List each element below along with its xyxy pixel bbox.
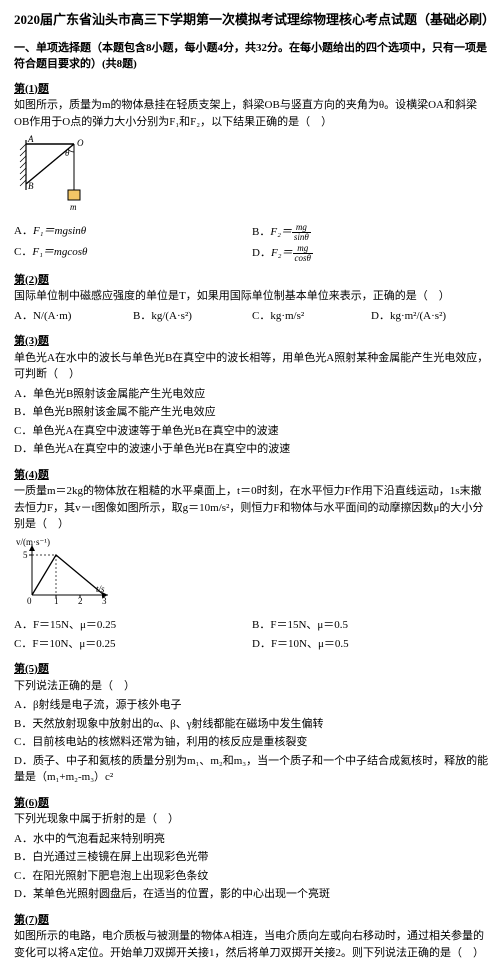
q1-stem: 如图所示，质量为m的物体悬挂在轻质支架上，斜梁OB与竖直方向的夹角为θ。设横梁O… — [14, 97, 490, 130]
svg-text:5: 5 — [23, 550, 28, 560]
q4-figure: 0 1 2 3 5 v/(m·s⁻¹) t/s — [14, 537, 490, 613]
svg-text:3: 3 — [102, 596, 107, 606]
q1-opt-c: C．F₁＝mgcosθ — [14, 243, 252, 264]
q1-d-lhs: F₂＝ — [271, 247, 293, 259]
q4-opt-b: B．F＝15N、μ＝0.5 — [252, 616, 490, 635]
svg-text:2: 2 — [78, 596, 83, 606]
q6-opt-d: D．某单色光照射圆盘后，在适当的位置，影的中心出现一个亮斑 — [14, 885, 490, 904]
q1-a-text: F₁＝mgsinθ — [33, 225, 86, 237]
q6-stem: 下列光现象中属于折射的是（ ） — [14, 811, 490, 828]
q3-opt-c: C．单色光A在真空中波速等于单色光B在真空中的波速 — [14, 422, 490, 441]
q4-opt-d: D．F＝10N、μ＝0.5 — [252, 635, 490, 654]
q5-opt-b: B．天然放射现象中放射出的α、β、γ射线都能在磁场中发生偏转 — [14, 715, 490, 734]
q2-opt-c: C．kg·m/s² — [252, 307, 371, 326]
q2-number: 第(2)题 — [14, 272, 490, 289]
q6-opt-b: B．白光通过三棱镜在屏上出现彩色光带 — [14, 848, 490, 867]
q3-number: 第(3)题 — [14, 333, 490, 350]
q6-opt-c: C．在阳光照射下肥皂泡上出现彩色条纹 — [14, 867, 490, 886]
svg-text:t/s: t/s — [96, 584, 105, 594]
q5-opt-d: D．质子、中子和氦核的质量分别为m₁、m₂和m₃，当一个质子和一个中子结合成氦核… — [14, 752, 490, 787]
q1-options: A．F₁＝mgsinθ B．F₂＝mgsinθ C．F₁＝mgcosθ D．F₂… — [14, 222, 490, 264]
svg-text:O: O — [77, 138, 84, 148]
q5-opt-a: A．β射线是电子流，源于核外电子 — [14, 696, 490, 715]
q7-stem: 如图所示的电路，电介质板与被测量的物体A相连，当电介质向左或向右移动时，通过相关… — [14, 928, 490, 961]
q6-options: A．水中的气泡看起来特别明亮 B．白光通过三棱镜在屏上出现彩色光带 C．在阳光照… — [14, 830, 490, 904]
q4-options: A．F＝15N、μ＝0.25 B．F＝15N、μ＝0.5 C．F＝10N、μ＝0… — [14, 616, 490, 653]
q1-b-lhs: F₂＝ — [270, 226, 292, 238]
q1-c-text: F₁＝mgcosθ — [32, 246, 87, 258]
svg-text:0: 0 — [27, 596, 32, 606]
page-title: 2020届广东省汕头市高三下学期第一次模拟考试理综物理核心考点试题（基础必刷） — [14, 10, 490, 30]
q4-number: 第(4)题 — [14, 467, 490, 484]
q1-number: 第(1)题 — [14, 81, 490, 98]
q1-opt-d: D．F₂＝mgcosθ — [252, 243, 490, 264]
svg-text:A: A — [27, 134, 34, 144]
q3-stem: 单色光A在水中的波长与单色光B在真空中的波长相等，用单色光A照射某种金属能产生光… — [14, 350, 490, 383]
q1-d-den: cosθ — [293, 254, 313, 263]
q2-opt-a: A．N/(A·m) — [14, 307, 133, 326]
q1-figure: A O B θ m — [14, 134, 490, 218]
q3-options: A．单色光B照射该金属能产生光电效应 B．单色光B照射该金属不能产生光电效应 C… — [14, 385, 490, 459]
q2-stem: 国际单位制中磁感应强度的单位是T，如果用国际单位制基本单位来表示，正确的是（ ） — [14, 288, 490, 305]
q3-opt-b: B．单色光B照射该金属不能产生光电效应 — [14, 403, 490, 422]
q6-opt-a: A．水中的气泡看起来特别明亮 — [14, 830, 490, 849]
q1-opt-a: A．F₁＝mgsinθ — [14, 222, 252, 243]
q2-opt-d: D．kg·m²/(A·s²) — [371, 307, 490, 326]
svg-text:B: B — [28, 181, 34, 191]
q1-d-label: D． — [252, 247, 271, 259]
q4-opt-a: A．F＝15N、μ＝0.25 — [14, 616, 252, 635]
q5-number: 第(5)题 — [14, 661, 490, 678]
q1-d-num: mg — [293, 244, 313, 254]
q3-opt-a: A．单色光B照射该金属能产生光电效应 — [14, 385, 490, 404]
q3-opt-d: D．单色光A在真空中的波速小于单色光B在真空中的波速 — [14, 440, 490, 459]
q1-b-label: B． — [252, 226, 270, 238]
section-header: 一、单项选择题（本题包含8小题，每小题4分，共32分。在每小题给出的四个选项中，… — [14, 40, 490, 73]
q1-b-den: sinθ — [292, 233, 311, 242]
q1-opt-b: B．F₂＝mgsinθ — [252, 222, 490, 243]
q7-number: 第(7)题 — [14, 912, 490, 929]
q5-stem: 下列说法正确的是（ ） — [14, 678, 490, 695]
svg-text:1: 1 — [54, 596, 59, 606]
q1-b-num: mg — [292, 223, 311, 233]
q5-options: A．β射线是电子流，源于核外电子 B．天然放射现象中放射出的α、β、γ射线都能在… — [14, 696, 490, 787]
q2-options: A．N/(A·m) B．kg/(A·s²) C．kg·m/s² D．kg·m²/… — [14, 307, 490, 326]
q5-opt-c: C．目前核电站的核燃料还常为铀，利用的核反应是重核裂变 — [14, 733, 490, 752]
q4-stem: 一质量m＝2kg的物体放在粗糙的水平桌面上，t＝0时刻，在水平恒力F作用下沿直线… — [14, 483, 490, 533]
svg-text:θ: θ — [65, 148, 70, 158]
svg-text:m: m — [70, 202, 77, 212]
q2-opt-b: B．kg/(A·s²) — [133, 307, 252, 326]
q4-opt-c: C．F＝10N、μ＝0.25 — [14, 635, 252, 654]
svg-text:v/(m·s⁻¹): v/(m·s⁻¹) — [16, 537, 50, 547]
q6-number: 第(6)题 — [14, 795, 490, 812]
